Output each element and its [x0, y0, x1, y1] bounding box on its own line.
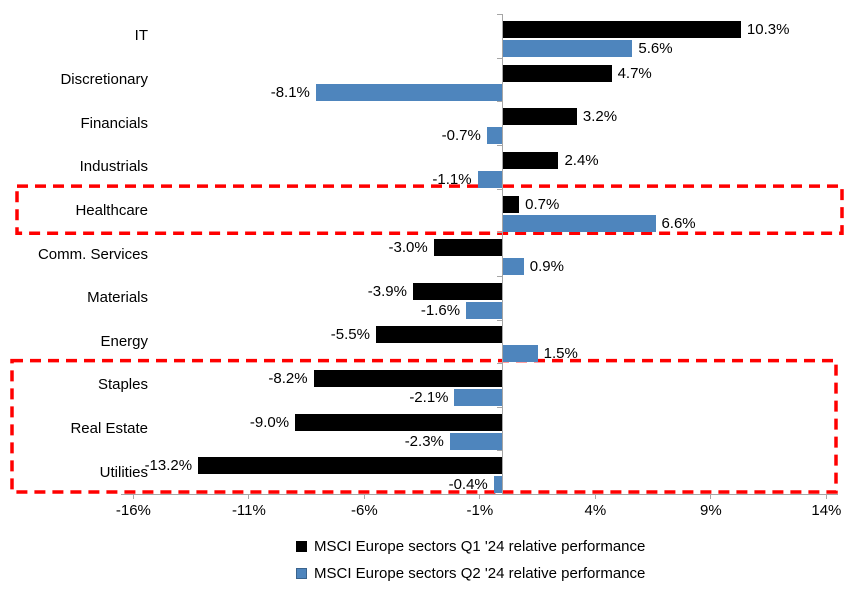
x-tick-label-14: 14% — [811, 502, 842, 519]
legend-label-q2: MSCI Europe sectors Q2 '24 relative perf… — [314, 565, 646, 582]
y-axis-category-tick — [497, 144, 503, 146]
bar-q1-healthcare — [503, 195, 520, 213]
bar-q2-staples — [454, 389, 503, 407]
category-label-financials: Financials — [80, 114, 148, 132]
category-label-utilities: Utilities — [99, 463, 148, 481]
y-axis-category-tick — [497, 319, 503, 321]
y-axis-category-tick — [497, 494, 503, 495]
bar-q2-utilities — [493, 476, 503, 494]
category-label-comm-services: Comm. Services — [37, 245, 148, 263]
x-axis-tick — [363, 494, 365, 499]
x-tick-label-9: 9% — [700, 502, 722, 519]
bar-q1-real-estate — [295, 413, 503, 431]
q1-series-swatch — [296, 541, 307, 552]
data-label-q1-energy: -5.5% — [330, 326, 370, 344]
category-label-it: IT — [134, 27, 148, 45]
data-label-q1-healthcare: 0.7% — [525, 195, 560, 213]
category-label-industrials: Industrials — [79, 158, 148, 176]
category-label-discretionary: Discretionary — [60, 70, 148, 88]
y-axis-category-tick — [497, 450, 503, 452]
data-label-q2-comm-services: 0.9% — [529, 258, 564, 276]
bar-q1-financials — [503, 108, 577, 126]
data-label-q1-it: 10.3% — [746, 21, 790, 38]
bar-q1-staples — [313, 370, 503, 388]
bar-q1-comm-services — [433, 239, 503, 257]
y-axis-line — [502, 14, 503, 494]
bar-q2-real-estate — [449, 432, 503, 450]
x-tick-label-4: 4% — [584, 502, 607, 519]
bar-q1-utilities — [198, 457, 503, 475]
legend-item-q1: MSCI Europe sectors Q1 '24 relative perf… — [296, 538, 645, 555]
category-label-materials: Materials — [87, 289, 148, 307]
y-axis-category-tick — [497, 232, 503, 234]
bar-q2-it — [503, 40, 633, 57]
data-label-q1-real-estate: -9.0% — [249, 413, 290, 431]
bar-q2-energy — [503, 345, 538, 363]
data-label-q2-real-estate: -2.3% — [404, 432, 444, 450]
data-label-q2-utilities: -0.4% — [448, 476, 488, 494]
data-label-q2-it: 5.6% — [638, 40, 673, 57]
q2-series-swatch — [296, 568, 307, 579]
x-axis-tick — [132, 494, 134, 499]
bar-q2-materials — [466, 301, 504, 319]
data-label-q2-materials: -1.6% — [420, 301, 461, 319]
data-label-q1-comm-services: -3.0% — [388, 239, 428, 257]
bar-q2-healthcare — [503, 214, 656, 232]
data-label-q1-discretionary: 4.7% — [617, 64, 652, 82]
bar-q2-discretionary — [315, 83, 503, 101]
bar-q2-financials — [486, 127, 504, 145]
category-label-real-estate: Real Estate — [70, 420, 148, 438]
x-tick-label-11: -11% — [231, 502, 266, 519]
data-label-q2-discretionary: -8.1% — [270, 83, 310, 101]
x-tick-label-1: -1% — [466, 502, 494, 519]
bar-q1-energy — [375, 326, 504, 344]
x-axis-tick — [248, 494, 250, 499]
legend-item-q2: MSCI Europe sectors Q2 '24 relative perf… — [296, 565, 645, 582]
y-axis-category-tick — [497, 406, 503, 408]
data-label-q2-energy: 1.5% — [543, 345, 578, 363]
y-axis-category-tick — [497, 275, 503, 277]
x-tick-label-16: -16% — [115, 502, 151, 519]
bar-q1-materials — [412, 282, 503, 300]
x-tick-label-6: -6% — [351, 502, 378, 519]
y-axis-category-tick — [497, 101, 503, 103]
data-label-q1-materials: -3.9% — [367, 282, 407, 300]
bar-q1-it — [503, 21, 741, 38]
data-label-q1-staples: -8.2% — [268, 370, 308, 388]
y-axis-category-tick — [497, 363, 503, 365]
y-axis-category-tick — [497, 14, 503, 15]
bar-q2-comm-services — [503, 258, 524, 276]
x-axis-tick — [479, 494, 481, 499]
data-label-q2-financials: -0.7% — [441, 127, 481, 145]
data-label-q1-financials: 3.2% — [582, 108, 618, 126]
bar-q2-industrials — [477, 170, 503, 188]
category-label-healthcare: Healthcare — [75, 201, 148, 219]
data-label-q2-industrials: -1.1% — [432, 170, 472, 188]
x-axis-tick — [594, 494, 596, 499]
y-axis-category-tick — [497, 188, 503, 190]
y-axis-category-tick — [497, 57, 503, 59]
legend-label-q1: MSCI Europe sectors Q1 '24 relative perf… — [314, 538, 646, 555]
data-label-q2-staples: -2.1% — [409, 389, 449, 407]
x-axis-tick — [710, 494, 712, 499]
data-label-q1-utilities: -13.2% — [144, 457, 193, 475]
bar-q1-discretionary — [503, 64, 612, 82]
data-label-q2-healthcare: 6.6% — [661, 214, 696, 232]
category-label-staples: Staples — [97, 376, 148, 394]
x-axis-tick — [825, 494, 827, 499]
legend: MSCI Europe sectors Q1 '24 relative perf… — [296, 538, 645, 592]
bar-q1-industrials — [503, 151, 559, 169]
data-label-q1-industrials: 2.4% — [564, 151, 599, 169]
category-label-energy: Energy — [100, 332, 148, 350]
